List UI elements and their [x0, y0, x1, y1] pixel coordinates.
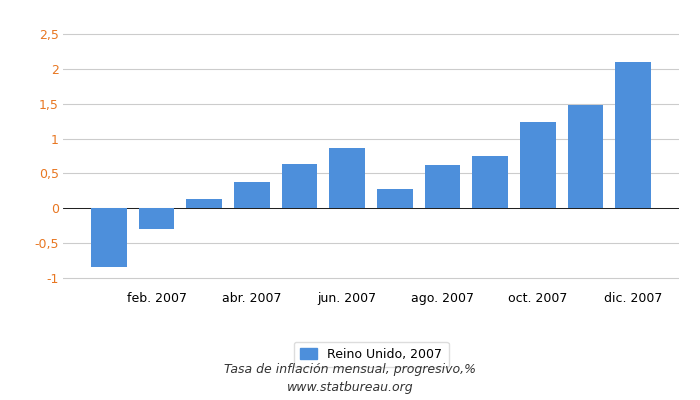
Bar [520, 122, 556, 208]
Bar [234, 182, 270, 208]
Text: www.statbureau.org: www.statbureau.org [287, 382, 413, 394]
Bar [281, 164, 317, 208]
Bar [329, 148, 365, 208]
Legend: Reino Unido, 2007: Reino Unido, 2007 [293, 342, 449, 367]
Text: Tasa de inflación mensual, progresivo,%: Tasa de inflación mensual, progresivo,% [224, 364, 476, 376]
Bar [91, 208, 127, 267]
Bar [473, 156, 508, 208]
Bar [139, 208, 174, 229]
Bar [568, 104, 603, 208]
Bar [377, 189, 413, 208]
Bar [615, 62, 651, 208]
Bar [186, 199, 222, 208]
Bar [425, 165, 461, 208]
